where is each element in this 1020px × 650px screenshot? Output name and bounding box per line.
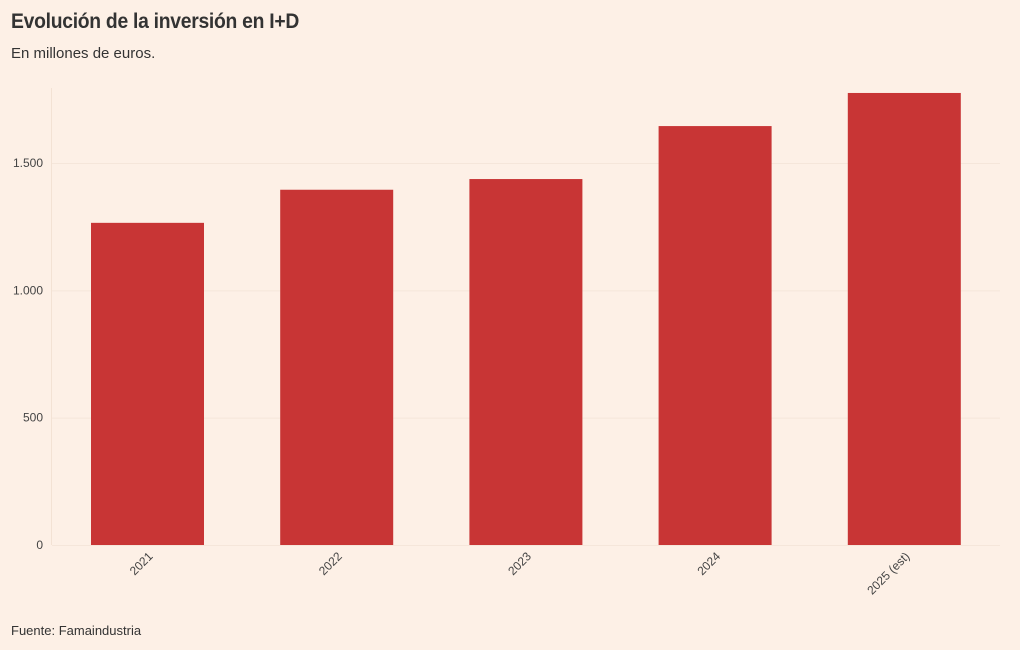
x-tick-label: 2024	[694, 549, 723, 578]
y-axis-ticks: 0 500 1.000 1.500	[13, 156, 43, 552]
x-axis-ticks: 2021 2022 2023 2024 2025 (est)	[127, 549, 913, 597]
bars	[91, 92, 961, 546]
bar	[658, 126, 772, 545]
bar	[847, 92, 961, 545]
x-tick-label: 2023	[505, 549, 534, 578]
x-tick-label: 2021	[127, 549, 156, 578]
bar	[469, 179, 583, 545]
bar	[280, 189, 394, 546]
x-tick-label: 2022	[316, 549, 345, 578]
source-note: Fuente: Famaindustria	[11, 623, 142, 638]
x-tick-label: 2025 (est)	[864, 549, 912, 597]
y-tick-label: 1.500	[13, 156, 43, 170]
y-tick-label: 500	[23, 411, 43, 425]
y-tick-label: 1.000	[13, 283, 43, 297]
chart-title: Evolución de la inversión en I+D	[11, 10, 300, 33]
y-tick-label: 0	[36, 538, 43, 552]
chart-subtitle: En millones de euros.	[11, 45, 156, 62]
bar	[91, 222, 204, 545]
